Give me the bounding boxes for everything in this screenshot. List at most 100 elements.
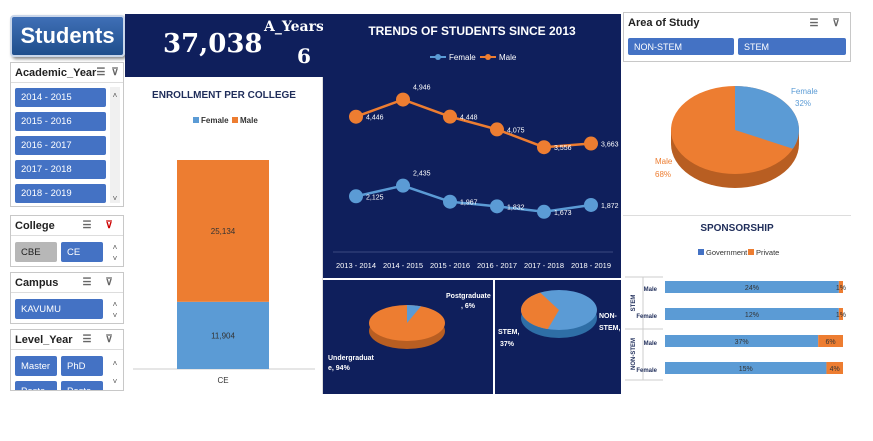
gender-pie-chart: Female 32% Male 68% [655, 86, 818, 188]
stem-pie-chart: NON-STEM, 63% STEM,37% [498, 290, 621, 348]
postgraduate-label: Postgraduate, 6% [446, 293, 491, 310]
legend-male-swatch [232, 117, 238, 123]
gender-pie-panel: Female 32% Male 68% [623, 64, 851, 216]
bar-government [665, 335, 819, 347]
slicer-item-poste-2[interactable]: Poste [61, 381, 103, 390]
bar-government-label: 12% [745, 312, 759, 319]
x-tick-label: 2018 - 2019 [571, 261, 611, 270]
kpi-panel: 37,038 A_Years 6 [125, 14, 324, 77]
enrollment-chart: Female Male 11,904 25,134 CE [133, 116, 315, 385]
scroll-up-icon[interactable]: ˄ [112, 242, 118, 252]
legend-female-label: Female [201, 116, 229, 125]
scroll-down-icon[interactable]: ˅ [112, 376, 118, 386]
legend-female-swatch [193, 117, 199, 123]
male-data-label: 3,556 [554, 145, 572, 152]
legend-government-swatch [698, 249, 704, 255]
female-data-label: 1,967 [460, 200, 478, 207]
students-title-button[interactable]: Students [10, 15, 125, 57]
slicer-item-2015-2016[interactable]: 2015 - 2016 [15, 112, 106, 131]
legend-government-label: Government [706, 248, 748, 257]
level-pie-chart: Postgraduate, 6% Undergraduat e, 94% [328, 293, 491, 372]
multi-select-icon[interactable]: ☰ [809, 17, 819, 29]
female-point [396, 178, 410, 193]
female-line [355, 184, 592, 214]
clear-filter-icon[interactable]: ⊽ [832, 17, 840, 29]
bar-private-label: 1% [836, 312, 846, 319]
pie-slice-postgraduate [407, 305, 421, 323]
pie-slice-female [735, 86, 799, 149]
legend-private-label: Private [756, 248, 779, 257]
legend-male-label: Male [499, 53, 517, 62]
male-data-label: 3,663 [601, 142, 619, 149]
slicer-item-stem[interactable]: STEM [738, 38, 846, 55]
slicer-item-cbe[interactable]: CBE [15, 242, 57, 262]
female-data-label: 1,673 [554, 210, 572, 217]
female-data-label: 1,872 [601, 203, 619, 210]
slicer-item-master[interactable]: Master [15, 356, 57, 376]
scroll-up-icon[interactable]: ˄ [112, 90, 118, 100]
row-label: Male [644, 341, 658, 347]
academic-year-scrollbar[interactable] [110, 87, 120, 203]
slicer-item-phd[interactable]: PhD [61, 356, 103, 376]
slicer-item-2017-2018[interactable]: 2017 - 2018 [15, 160, 106, 179]
x-tick-label: 2014 - 2015 [383, 261, 423, 270]
male-data-label: 4,946 [413, 85, 431, 92]
bar-private-label: 1% [836, 285, 846, 292]
scroll-down-icon[interactable]: ˅ [112, 193, 118, 203]
slicer-item-2016-2017[interactable]: 2016 - 2017 [15, 136, 106, 155]
slicer-item-2018-2019[interactable]: 2018 - 2019 [15, 184, 106, 203]
stem-pie-panel: NON-STEM, 63% STEM,37% [495, 280, 621, 394]
years-label: A_Years [264, 19, 324, 35]
bar-male-ce [177, 160, 269, 302]
sponsorship-panel: SPONSORSHIP Government Private STEM NON-… [623, 217, 851, 394]
scroll-up-icon[interactable]: ˄ [112, 299, 118, 309]
level-year-label: Level_Year [15, 333, 73, 346]
legend-male-label: Male [240, 116, 258, 125]
male-point [584, 136, 598, 151]
area-of-study-label: Area of Study [628, 17, 700, 29]
group-label-stem: STEM [631, 295, 637, 312]
multi-select-icon[interactable]: ☰ [82, 277, 92, 288]
slicer-item-2014-2015[interactable]: 2014 - 2015 [15, 88, 106, 107]
clear-filter-icon[interactable]: ⊽ [105, 220, 113, 231]
slicer-item-kavumu[interactable]: KAVUMU [15, 299, 103, 319]
scroll-up-icon[interactable]: ˄ [112, 358, 118, 368]
female-data-label: 1,832 [507, 204, 525, 211]
male-point [396, 92, 410, 107]
academic-year-label: Academic_Year [15, 66, 97, 79]
category-label: CE [217, 376, 228, 385]
bar-private-label: 6% [826, 339, 836, 346]
bar-private [826, 362, 843, 374]
male-data-label: 4,075 [507, 127, 525, 134]
bar-government-label: 24% [745, 285, 759, 292]
slicer-item-ce[interactable]: CE [61, 242, 103, 262]
clear-filter-icon[interactable]: ⊽ [105, 277, 113, 288]
years-value: 6 [297, 44, 311, 68]
multi-select-icon[interactable]: ☰ [96, 67, 106, 78]
bar-government-label: 37% [735, 339, 749, 346]
college-slicer: College ☰ ⊽ CBE CE ˄ ˅ [10, 215, 124, 267]
male-pie-label: Male 68% [655, 157, 673, 179]
multi-select-icon[interactable]: ☰ [82, 220, 92, 231]
area-of-study-slicer: Area of Study ☰ ⊽ NON-STEM STEM [623, 12, 851, 62]
scroll-down-icon[interactable]: ˅ [112, 310, 118, 320]
clear-filter-icon[interactable]: ⊽ [111, 67, 119, 78]
bar-private [838, 308, 843, 320]
slicer-item-non-stem[interactable]: NON-STEM [628, 38, 734, 55]
female-point [537, 204, 551, 219]
college-label: College [15, 219, 55, 232]
female-point [584, 197, 598, 212]
multi-select-icon[interactable]: ☰ [82, 334, 92, 345]
slicer-item-poste[interactable]: Poste [15, 381, 57, 390]
female-data-label: 2,435 [413, 171, 431, 178]
row-label: Female [636, 314, 657, 320]
scroll-down-icon[interactable]: ˅ [112, 253, 118, 263]
legend-female-label: Female [449, 53, 476, 62]
clear-filter-icon[interactable]: ⊽ [105, 334, 113, 345]
male-data-label: 4,448 [460, 115, 478, 122]
bar-government [665, 281, 839, 293]
academic-year-slicer: Academic_Year ☰ ⊽ 2014 - 2015 2015 - 201… [10, 62, 124, 207]
female-data-label: 2,125 [366, 194, 384, 201]
female-point [443, 194, 457, 209]
bar-female-ce [177, 301, 269, 369]
